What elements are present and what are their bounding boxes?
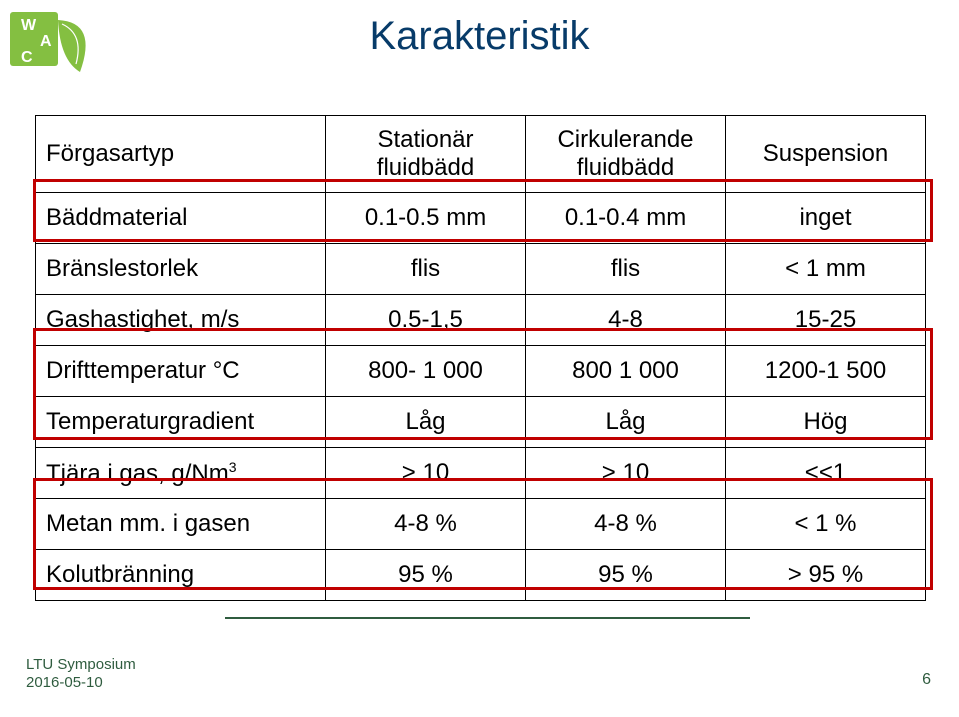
row-label: Gashastighet, m/s [36, 295, 326, 346]
cell: <<1 [726, 448, 926, 499]
row-label: Metan mm. i gasen [36, 499, 326, 550]
header-forgasartyp: Förgasartyp [36, 116, 326, 193]
header-suspension: Suspension [726, 116, 926, 193]
cell: 15-25 [726, 295, 926, 346]
cell: 4-8 [526, 295, 726, 346]
cell: inget [726, 193, 926, 244]
page-number: 6 [922, 671, 931, 689]
table-row: Temperaturgradient Låg Låg Hög [36, 397, 926, 448]
cell: 95 % [526, 550, 726, 601]
cell: 0.5-1,5 [326, 295, 526, 346]
cell: < 1 mm [726, 244, 926, 295]
cell: 95 % [326, 550, 526, 601]
row-label: Bränslestorlek [36, 244, 326, 295]
header-stationar: Stationärfluidbädd [326, 116, 526, 193]
row-label: Kolutbränning [36, 550, 326, 601]
header-cirkulerande: Cirkulerandefluidbädd [526, 116, 726, 193]
footer-divider [225, 617, 750, 619]
cell: Låg [326, 397, 526, 448]
cell: flis [326, 244, 526, 295]
table-row: Bäddmaterial 0.1-0.5 mm 0.1-0.4 mm inget [36, 193, 926, 244]
row-label: Drifttemperatur °C [36, 346, 326, 397]
cell: > 95 % [726, 550, 926, 601]
table-row: Bränslestorlek flis flis < 1 mm [36, 244, 926, 295]
cell: flis [526, 244, 726, 295]
table-row: Gashastighet, m/s 0.5-1,5 4-8 15-25 [36, 295, 926, 346]
row-label-tjara: Tjära i gas, g/Nm3 [36, 448, 326, 499]
cell: 4-8 % [326, 499, 526, 550]
table-row: Kolutbränning 95 % 95 % > 95 % [36, 550, 926, 601]
characteristics-table-wrap: Förgasartyp Stationärfluidbädd Cirkulera… [35, 115, 925, 601]
cell: 800 1 000 [526, 346, 726, 397]
cell: 1200-1 500 [726, 346, 926, 397]
table-row: Tjära i gas, g/Nm3 > 10 > 10 <<1 [36, 448, 926, 499]
cell: < 1 % [726, 499, 926, 550]
footer-line2: 2016-05-10 [26, 674, 136, 693]
cell: 4-8 % [526, 499, 726, 550]
cell: 800- 1 000 [326, 346, 526, 397]
characteristics-table: Förgasartyp Stationärfluidbädd Cirkulera… [35, 115, 926, 601]
table-header-row: Förgasartyp Stationärfluidbädd Cirkulera… [36, 116, 926, 193]
cell: 0.1-0.4 mm [526, 193, 726, 244]
table-row: Drifttemperatur °C 800- 1 000 800 1 000 … [36, 346, 926, 397]
cell: > 10 [326, 448, 526, 499]
row-label: Temperaturgradient [36, 397, 326, 448]
cell: Hög [726, 397, 926, 448]
cell: Låg [526, 397, 726, 448]
cell: 0.1-0.5 mm [326, 193, 526, 244]
table-row: Metan mm. i gasen 4-8 % 4-8 % < 1 % [36, 499, 926, 550]
footer-text: LTU Symposium 2016-05-10 [26, 656, 136, 694]
page-title: Karakteristik [0, 14, 959, 59]
footer-line1: LTU Symposium [26, 656, 136, 675]
cell: > 10 [526, 448, 726, 499]
row-label: Bäddmaterial [36, 193, 326, 244]
